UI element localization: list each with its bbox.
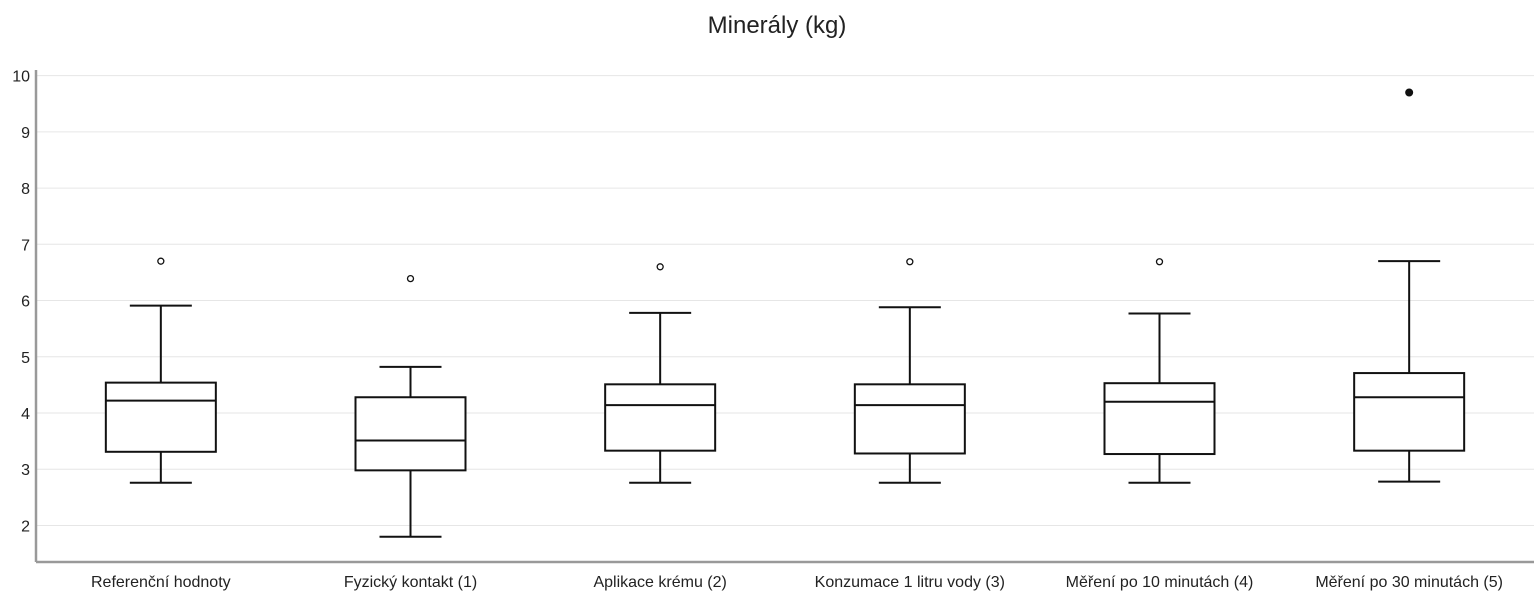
y-tick-label: 6 bbox=[21, 294, 30, 311]
box-iqr bbox=[104, 381, 217, 453]
box-iqr bbox=[1103, 382, 1216, 456]
gridlines bbox=[36, 75, 1534, 526]
outlier-point bbox=[406, 274, 415, 283]
x-tick-label: Referenční hodnoty bbox=[91, 574, 231, 591]
y-tick-label: 7 bbox=[21, 237, 30, 254]
x-tick-labels: Referenční hodnoty Fyzický kontakt (1) Apl… bbox=[91, 574, 1503, 591]
y-tick-label: 8 bbox=[21, 181, 30, 198]
y-tick-label: 10 bbox=[12, 69, 30, 86]
chart-title: Minerály (kg) bbox=[707, 12, 847, 39]
outlier-point bbox=[157, 257, 165, 265]
x-tick-label: Měření po 30 minutách (5) bbox=[1315, 574, 1503, 591]
y-tick-label: 9 bbox=[21, 125, 30, 142]
box-iqr bbox=[853, 383, 966, 455]
outlier-point bbox=[906, 258, 914, 266]
box-5 bbox=[1103, 258, 1216, 484]
box-series bbox=[104, 88, 1466, 538]
box-6 bbox=[1353, 88, 1466, 483]
axes bbox=[34, 70, 1534, 564]
box-iqr bbox=[604, 383, 717, 452]
extreme-point bbox=[1405, 88, 1414, 97]
outlier-point bbox=[656, 263, 664, 271]
y-tick-label: 5 bbox=[21, 350, 30, 367]
x-tick-label: Měření po 10 minutách (4) bbox=[1066, 574, 1254, 591]
box-2 bbox=[354, 274, 467, 538]
y-tick-label: 4 bbox=[21, 406, 30, 423]
outlier-point bbox=[1155, 258, 1164, 266]
x-tick-label: Aplikace krému (2) bbox=[593, 574, 726, 591]
x-tick-label: Konzumace 1 litru vody (3) bbox=[815, 574, 1005, 591]
box-iqr bbox=[354, 396, 467, 472]
y-tick-labels: 2 3 4 5 6 7 8 9 10 bbox=[12, 69, 30, 536]
box-iqr bbox=[1353, 372, 1466, 452]
box-3 bbox=[604, 263, 717, 484]
y-tick-label: 3 bbox=[21, 462, 30, 479]
box-4 bbox=[853, 258, 966, 484]
y-tick-label: 2 bbox=[21, 518, 30, 535]
box-1 bbox=[104, 257, 217, 484]
x-tick-label: Fyzický kontakt (1) bbox=[344, 574, 477, 591]
